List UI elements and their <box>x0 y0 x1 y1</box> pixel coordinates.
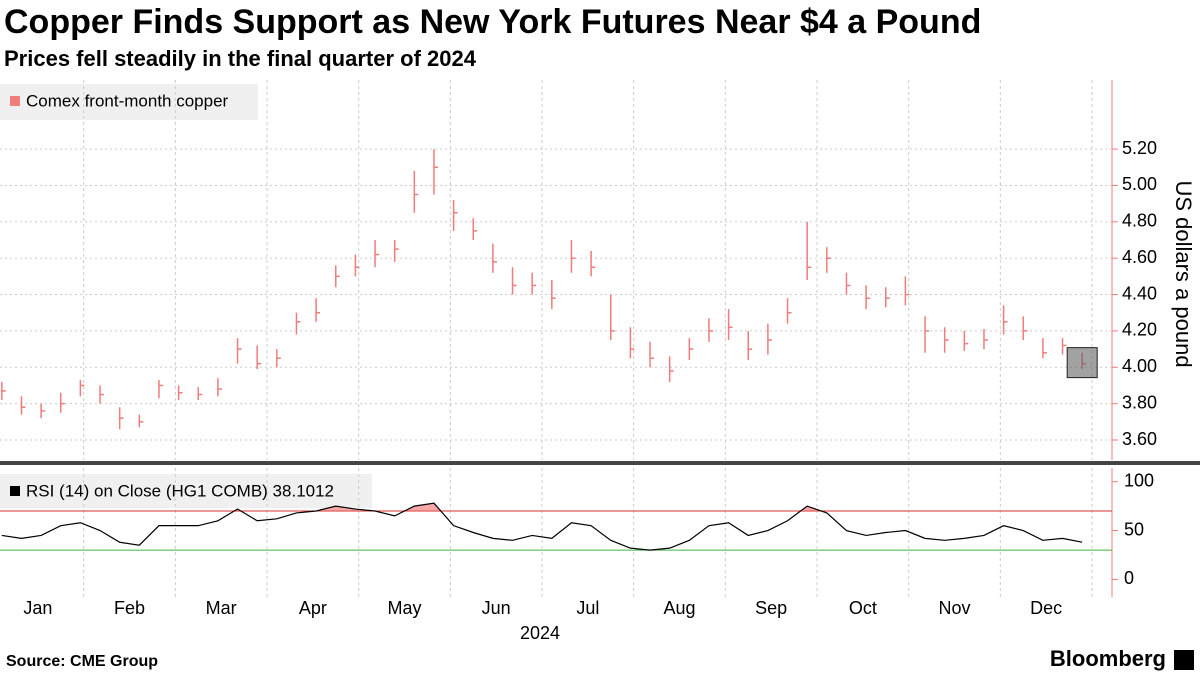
x-tick-label: Jul <box>576 598 599 618</box>
y-tick-label: 3.80 <box>1122 392 1157 412</box>
rsi-line <box>1 502 1083 551</box>
y-tick-label: 5.00 <box>1122 174 1157 194</box>
chart-subtitle: Prices fell steadily in the final quarte… <box>4 46 477 71</box>
x-tick-label: Dec <box>1030 598 1062 618</box>
legend-label: RSI (14) on Close (HG1 COMB) 38.1012 <box>26 481 334 500</box>
y-axis-label: US dollars a pound <box>1171 180 1196 367</box>
legend-box <box>0 474 372 508</box>
y-tick-label: 0 <box>1124 568 1134 588</box>
y-tick-label: 4.80 <box>1122 211 1157 231</box>
y-tick-label: 4.20 <box>1122 320 1157 340</box>
x-tick-label: May <box>387 598 421 618</box>
x-tick-label: Aug <box>663 598 695 618</box>
brand-icon <box>1174 650 1194 670</box>
legend-label: Comex front-month copper <box>26 91 229 110</box>
y-tick-label: 4.40 <box>1122 283 1157 303</box>
legend-swatch <box>10 486 20 496</box>
chart-title: Copper Finds Support as New York Futures… <box>4 3 981 41</box>
y-tick-label: 100 <box>1124 470 1154 490</box>
brand: Bloomberg <box>1050 646 1166 671</box>
last-price-highlight <box>1066 347 1098 379</box>
source: Source: CME Group <box>6 653 158 670</box>
x-tick-label: Nov <box>938 598 970 618</box>
y-tick-label: 50 <box>1124 519 1144 539</box>
rsi-overbought-fill <box>1 503 1083 511</box>
x-tick-label: Apr <box>299 598 327 618</box>
x-axis-label: 2024 <box>520 623 560 643</box>
y-tick-label: 3.60 <box>1122 429 1157 449</box>
x-tick-label: Mar <box>206 598 237 618</box>
x-tick-label: Sep <box>755 598 787 618</box>
x-tick-label: Feb <box>114 598 145 618</box>
x-tick-label: Jan <box>23 598 52 618</box>
legend-swatch <box>10 96 20 106</box>
y-tick-label: 5.20 <box>1122 138 1157 158</box>
y-tick-label: 4.00 <box>1122 356 1157 376</box>
legend-box <box>0 84 258 120</box>
y-tick-label: 4.60 <box>1122 247 1157 267</box>
panel-divider <box>0 461 1200 465</box>
x-tick-label: Oct <box>849 598 877 618</box>
x-tick-label: Jun <box>482 598 511 618</box>
